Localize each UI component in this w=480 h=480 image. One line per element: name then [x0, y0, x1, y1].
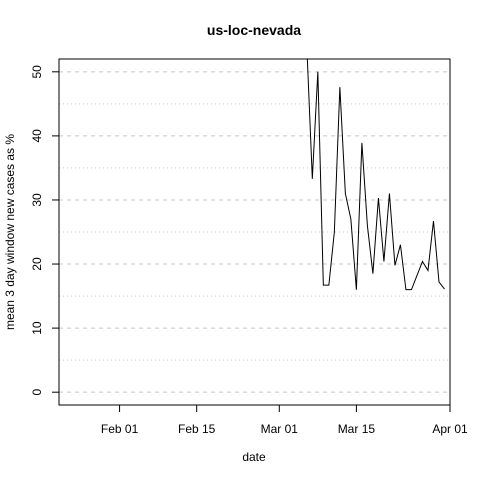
x-tick-label: Feb 01	[101, 422, 139, 436]
x-tick-label: Mar 15	[338, 422, 376, 436]
y-tick-label: 10	[30, 321, 44, 335]
gridlines	[59, 71, 450, 393]
x-tick-label: Feb 15	[178, 422, 216, 436]
y-tick-label: 30	[30, 193, 44, 207]
x-tick-label: Apr 01	[432, 422, 468, 436]
x-tick-label: Mar 01	[261, 422, 299, 436]
y-tick-label: 50	[30, 65, 44, 79]
y-tick-label: 40	[30, 129, 44, 143]
y-axis: 0 10 20 30 40 50	[30, 65, 60, 396]
y-tick-label: 20	[30, 257, 44, 271]
series-line	[306, 59, 445, 291]
series-layer	[306, 59, 445, 291]
x-axis: Feb 01 Feb 15 Mar 01 Mar 15 Apr 01	[101, 404, 468, 436]
y-axis-label: mean 3 day window new cases as %	[3, 134, 17, 330]
y-tick-label: 0	[30, 389, 44, 396]
x-axis-label: date	[242, 450, 266, 464]
chart-title: us-loc-nevada	[207, 22, 301, 38]
